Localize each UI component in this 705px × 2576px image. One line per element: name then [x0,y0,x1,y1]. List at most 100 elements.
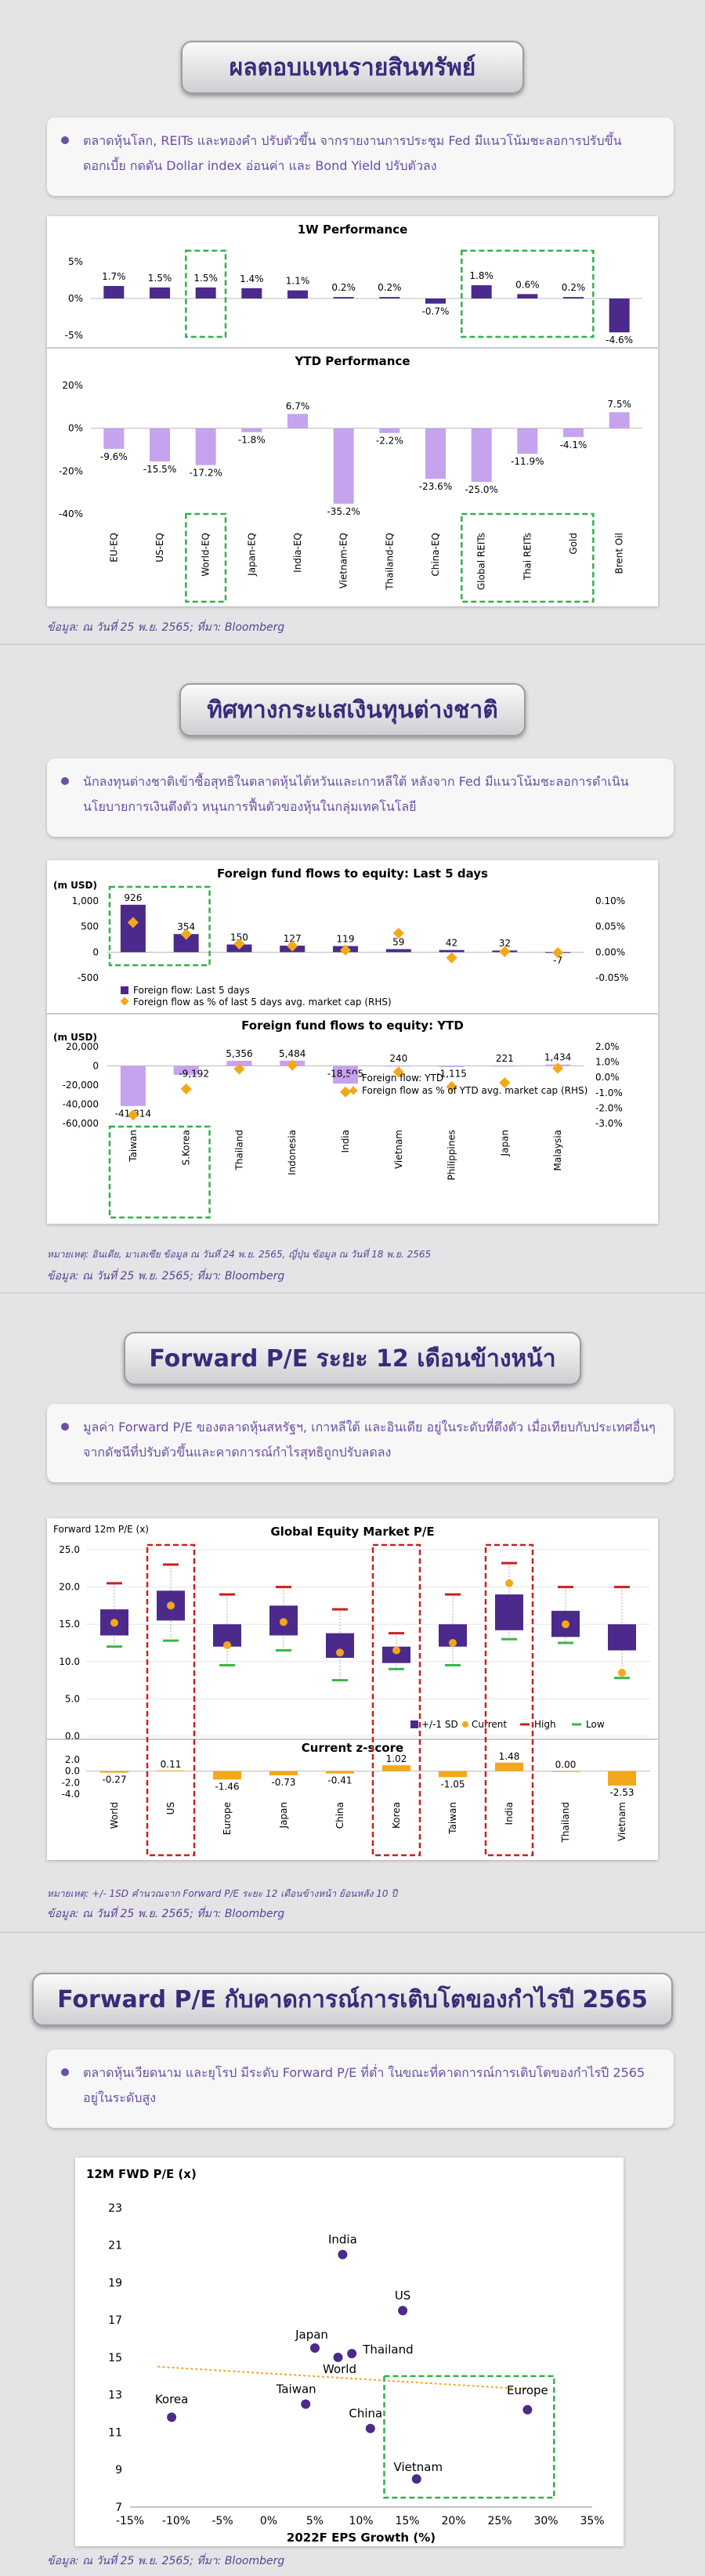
x-tick-label: India [504,1802,515,1825]
data-label: -7 [553,955,562,966]
trendline [157,2365,528,2390]
y-tick-label: 11 [108,2426,122,2439]
section-2-title: ทิศทางกระแสเงินทุนต่างชาติ [179,683,526,736]
data-label: -4.6% [606,335,633,346]
current-marker [618,1669,626,1677]
bar [213,1771,241,1780]
y-tick-label-rhs: -2.0% [595,1102,623,1113]
rhs-marker [180,928,192,940]
bar [241,428,262,432]
x-tick-label: 0% [260,2515,277,2527]
bar [439,1065,465,1067]
x-tick-label: EU-EQ [108,533,119,563]
y-tick-label: -20% [59,465,83,476]
y-axis-label: 12M FWD P/E (x) [86,2167,197,2181]
legend-swatch [410,1720,418,1728]
data-label: 1.48 [499,1751,520,1762]
x-tick-label: China [334,1802,345,1829]
data-label: 5,356 [226,1048,252,1059]
data-label: -23.6% [419,481,452,492]
scatter-point [338,2249,348,2259]
highlight-box [108,885,211,967]
data-label: 0.11 [161,1759,182,1770]
data-label: 926 [124,892,142,903]
bar [495,1762,523,1771]
current-marker [167,1601,175,1610]
bar [517,428,538,454]
x-tick-label: -5% [212,2515,233,2527]
performance-chart-card: 1W Performance 5% 0% -5% 1.7% 1.5% 1.5% 1.4% 1.1… [47,216,658,606]
scatter-point [310,2343,320,2353]
point-label: Korea [155,2392,189,2406]
x-tick-label: China-EQ [430,533,441,577]
scatter-point [167,2412,177,2422]
y-tick-label: -20,000 [63,1080,99,1091]
y-tick-label: 17 [108,2314,122,2327]
rhs-marker [446,952,457,964]
data-label: -4.1% [560,440,588,450]
bar [150,428,170,462]
y-tick-label: -60,000 [63,1118,99,1129]
chart-title: Global Equity Market P/E [270,1525,434,1539]
bar [103,428,125,449]
x-tick-label: US [165,1802,176,1814]
current-marker [392,1646,400,1655]
bar [195,428,216,465]
bar [385,949,411,953]
data-label: 32 [499,938,511,949]
data-label: -1,115 [436,1069,467,1080]
bar [551,1771,580,1772]
data-label: 221 [496,1053,514,1064]
y-tick-label: -40,000 [63,1099,99,1110]
y-tick-label: 0.0 [65,1766,80,1777]
bar [563,428,584,437]
bar [425,298,446,304]
data-label: 0.2% [562,282,586,293]
point-label: World [323,2362,356,2376]
point-label: India [328,2233,357,2247]
y-tick-label: 1,000 [72,895,99,906]
bullet-dot-icon [61,1423,69,1431]
data-label: 1.4% [240,273,264,284]
bar [439,1771,467,1778]
data-label: -1.46 [215,1781,239,1792]
sd-box [495,1594,523,1630]
y-tick-label: 500 [81,921,99,932]
data-label: -35.2% [327,506,360,517]
section-3-bullet: มูลค่า Forward P/E ของตลาดหุ้นสหรัฐฯ, เก… [47,1404,674,1482]
current-marker [280,1618,287,1626]
data-label: 1,434 [544,1052,571,1063]
y-tick-label: -40% [59,508,83,519]
y-axis-label: Forward 12m P/E (x) [53,1524,149,1535]
data-label: 1.8% [469,270,494,281]
section-1-bullet: ตลาดหุ้นโลก, REITs และทองคำ ปรับตัวขึ้น … [47,118,674,196]
x-tick-label: Korea [391,1802,402,1829]
legend-label: Foreign flow as % of last 5 days avg. ma… [133,997,392,1008]
data-label: 7.5% [607,399,631,410]
highlight-box [484,1543,534,1857]
bar [150,287,170,298]
data-label: -1.8% [238,435,266,446]
fund-flow-chart-card: Foreign fund flows to equity: Last 5 day… [47,860,658,1224]
bullet-text: นักลงทุนต่างชาติเข้าซื้อสุทธิในตลาดหุ้นไ… [83,774,629,814]
y-tick-label: 13 [108,2390,122,2402]
y-tick-label: 15.0 [59,1619,80,1630]
x-tick-label: -10% [162,2515,190,2527]
scatter-point [347,2349,357,2359]
data-label: 1.02 [386,1753,407,1764]
section-4-title: Forward P/E กับคาดการณ์การเติบโตของกำไรป… [32,1973,673,2026]
fund-flow-chart: Foreign fund flows to equity: Last 5 day… [47,867,658,1219]
legend-label: High [534,1719,556,1730]
bar [287,414,308,429]
bar [379,297,400,298]
x-tick-label: 15% [395,2515,419,2527]
highlight-box [461,512,595,603]
data-label: 354 [177,921,195,932]
legend-swatch [349,1086,358,1095]
data-label: 127 [284,933,302,944]
point-label: Thailand [362,2343,413,2357]
rhs-marker [233,938,245,950]
legend-label: Foreign flow: Last 5 days [133,985,250,996]
chart-title: Current z-score [302,1741,403,1755]
rhs-marker [339,1086,352,1098]
